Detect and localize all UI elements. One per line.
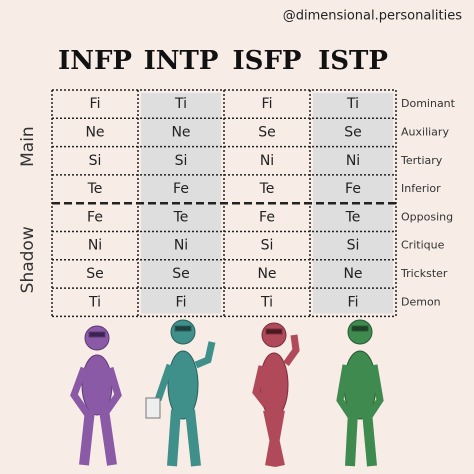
group-label: Shadow	[18, 226, 38, 293]
type-header: ISTP	[318, 46, 388, 76]
figure-teal	[145, 319, 216, 467]
position-label: Demon	[401, 295, 441, 308]
type-header: INFP	[58, 46, 132, 76]
function-cell: Fe	[259, 209, 275, 225]
function-cell: Fi	[90, 96, 101, 112]
function-cell: Fe	[173, 181, 189, 197]
function-cell: Te	[87, 181, 103, 197]
function-cell: Fi	[348, 294, 359, 310]
position-label: Trickster	[400, 267, 448, 280]
function-cell: Fe	[87, 209, 103, 225]
function-cell: Se	[258, 124, 276, 140]
function-cell: Ne	[343, 266, 362, 282]
function-cell: Se	[86, 266, 104, 282]
function-cell: Fe	[345, 181, 361, 197]
figure-purple	[70, 325, 122, 466]
position-label: Dominant	[401, 97, 456, 110]
function-cell: Fi	[262, 96, 273, 112]
figure-red	[252, 322, 300, 468]
function-cell: Ni	[174, 238, 188, 254]
function-cell: Ti	[346, 96, 359, 112]
function-cell: Ti	[88, 294, 101, 310]
function-cell: Si	[347, 238, 360, 254]
function-cell: Ti	[174, 96, 187, 112]
position-label: Tertiary	[400, 154, 443, 167]
position-label: Opposing	[401, 210, 453, 223]
position-label: Critique	[401, 239, 445, 252]
function-cell: Si	[89, 153, 102, 169]
function-cell: Ni	[260, 153, 274, 169]
handle: @dimensional.personalities	[283, 9, 463, 24]
type-header: INTP	[144, 46, 219, 76]
position-label: Auxiliary	[401, 125, 449, 138]
function-cell: Ti	[260, 294, 273, 310]
function-cell: Se	[172, 266, 190, 282]
function-cell: Ni	[88, 238, 102, 254]
function-cell: Si	[175, 153, 188, 169]
function-cell: Si	[261, 238, 274, 254]
table: INFP INTP ISFP ISTP Fi Ti Fi Ti Dominant Ne Ne Se Se…	[18, 46, 456, 318]
function-cell: Ne	[257, 266, 276, 282]
type-header: ISFP	[233, 46, 302, 76]
function-cell: Fi	[176, 294, 187, 310]
function-cell: Se	[344, 124, 362, 140]
function-cell: Ni	[346, 153, 360, 169]
position-label: Inferior	[401, 182, 441, 195]
group-label: Main	[18, 126, 38, 167]
function-cell: Ne	[171, 124, 190, 140]
function-cell: Te	[345, 209, 361, 225]
function-cell: Ne	[85, 124, 104, 140]
figure-green	[336, 319, 384, 467]
function-cell: Te	[259, 181, 275, 197]
function-cell: Te	[173, 209, 189, 225]
